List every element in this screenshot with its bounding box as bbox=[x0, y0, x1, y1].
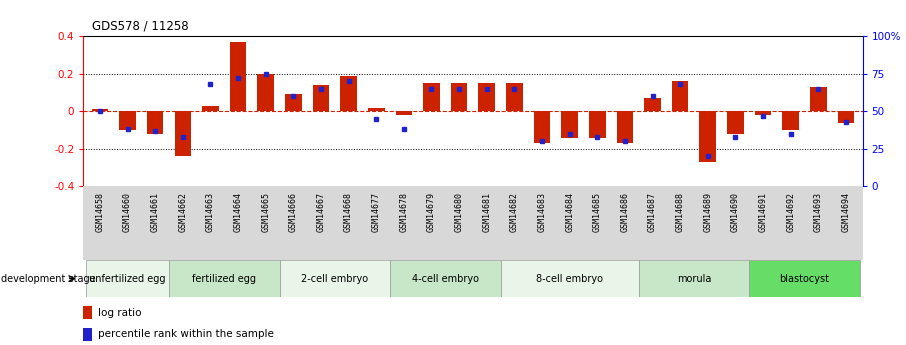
Bar bbox=[83, 328, 92, 341]
Text: GSM14690: GSM14690 bbox=[731, 192, 740, 232]
Text: GSM14686: GSM14686 bbox=[621, 192, 630, 232]
Text: GSM14693: GSM14693 bbox=[814, 192, 823, 232]
Text: GSM14663: GSM14663 bbox=[206, 192, 215, 232]
Text: GSM14694: GSM14694 bbox=[842, 192, 851, 232]
Text: morula: morula bbox=[677, 274, 711, 284]
Bar bbox=[500, 260, 639, 297]
Bar bbox=[86, 260, 169, 297]
Text: GSM14691: GSM14691 bbox=[758, 192, 767, 232]
Text: unfertilized egg: unfertilized egg bbox=[90, 274, 166, 284]
Bar bbox=[534, 111, 550, 143]
Bar bbox=[257, 74, 274, 111]
Text: GSM14682: GSM14682 bbox=[510, 192, 519, 232]
Text: GSM14667: GSM14667 bbox=[316, 192, 325, 232]
Bar bbox=[175, 111, 191, 156]
Text: GSM14678: GSM14678 bbox=[400, 192, 409, 232]
Bar bbox=[755, 111, 771, 115]
Bar bbox=[313, 85, 329, 111]
Text: GSM14679: GSM14679 bbox=[427, 192, 436, 232]
Text: GSM14666: GSM14666 bbox=[289, 192, 298, 232]
Bar bbox=[749, 260, 860, 297]
Text: GSM14668: GSM14668 bbox=[344, 192, 353, 232]
Bar bbox=[280, 260, 390, 297]
Bar bbox=[341, 76, 357, 111]
Text: GSM14689: GSM14689 bbox=[703, 192, 712, 232]
Text: 8-cell embryo: 8-cell embryo bbox=[536, 274, 603, 284]
Text: GSM14681: GSM14681 bbox=[482, 192, 491, 232]
Text: GSM14661: GSM14661 bbox=[150, 192, 159, 232]
Text: GSM14685: GSM14685 bbox=[593, 192, 602, 232]
Text: GDS578 / 11258: GDS578 / 11258 bbox=[92, 20, 189, 33]
Bar bbox=[617, 111, 633, 143]
Bar bbox=[230, 42, 246, 111]
Text: GSM14658: GSM14658 bbox=[95, 192, 104, 232]
Text: log ratio: log ratio bbox=[98, 308, 141, 318]
Text: GSM14662: GSM14662 bbox=[178, 192, 188, 232]
Bar bbox=[423, 83, 439, 111]
Text: percentile rank within the sample: percentile rank within the sample bbox=[98, 329, 274, 339]
Text: blastocyst: blastocyst bbox=[779, 274, 830, 284]
Text: GSM14687: GSM14687 bbox=[648, 192, 657, 232]
Bar bbox=[728, 111, 744, 134]
Bar bbox=[562, 111, 578, 138]
Text: fertilized egg: fertilized egg bbox=[192, 274, 256, 284]
Bar bbox=[838, 111, 854, 122]
Bar bbox=[202, 106, 218, 111]
Bar bbox=[451, 83, 467, 111]
Text: 2-cell embryo: 2-cell embryo bbox=[301, 274, 369, 284]
Bar bbox=[783, 111, 799, 130]
Bar bbox=[672, 81, 689, 111]
Text: GSM14692: GSM14692 bbox=[786, 192, 795, 232]
Text: GSM14665: GSM14665 bbox=[261, 192, 270, 232]
Bar bbox=[396, 111, 412, 115]
Bar bbox=[390, 260, 500, 297]
Text: GSM14677: GSM14677 bbox=[371, 192, 381, 232]
Bar bbox=[92, 109, 108, 111]
Text: 4-cell embryo: 4-cell embryo bbox=[412, 274, 478, 284]
Bar bbox=[506, 83, 523, 111]
Text: GSM14683: GSM14683 bbox=[537, 192, 546, 232]
Text: GSM14684: GSM14684 bbox=[565, 192, 574, 232]
Bar bbox=[169, 260, 280, 297]
Bar bbox=[589, 111, 605, 138]
Text: development stage: development stage bbox=[1, 274, 95, 284]
Bar bbox=[699, 111, 716, 162]
Bar bbox=[478, 83, 495, 111]
Bar bbox=[810, 87, 826, 111]
Bar bbox=[285, 95, 302, 111]
Bar bbox=[639, 260, 749, 297]
Bar bbox=[147, 111, 163, 134]
Bar bbox=[83, 306, 92, 319]
Text: GSM14660: GSM14660 bbox=[123, 192, 132, 232]
Bar bbox=[120, 111, 136, 130]
Text: GSM14688: GSM14688 bbox=[676, 192, 685, 232]
Text: GSM14680: GSM14680 bbox=[455, 192, 464, 232]
Bar bbox=[368, 108, 384, 111]
Text: GSM14664: GSM14664 bbox=[234, 192, 243, 232]
Bar bbox=[644, 98, 660, 111]
